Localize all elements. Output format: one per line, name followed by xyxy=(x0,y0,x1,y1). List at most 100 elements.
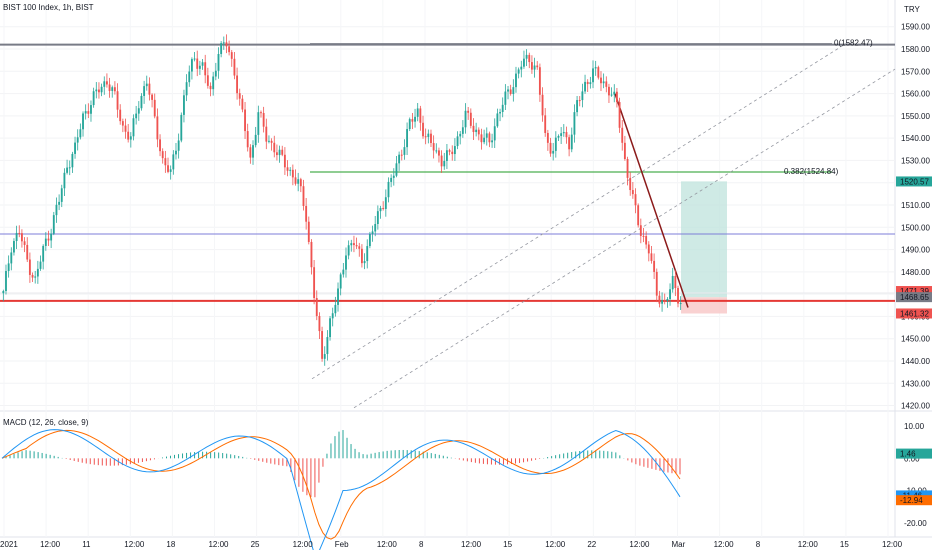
candle-up xyxy=(507,89,509,92)
candle-down xyxy=(241,98,244,110)
candle-down xyxy=(87,111,90,114)
candle-down xyxy=(98,89,100,93)
candle-down xyxy=(153,99,156,117)
candle-up xyxy=(257,112,260,135)
candle-up xyxy=(10,252,13,264)
candle-up xyxy=(169,169,172,172)
candle-up xyxy=(573,112,576,135)
candle-up xyxy=(342,269,345,275)
candle-down xyxy=(127,131,130,140)
candle-down xyxy=(121,121,124,126)
candle-up xyxy=(58,201,61,205)
candle-up xyxy=(190,59,193,72)
candle-up xyxy=(350,243,353,246)
candle-down xyxy=(472,125,475,133)
candle-down xyxy=(528,54,531,63)
candle-up xyxy=(453,146,456,155)
time-tick-label: 12:00 xyxy=(798,540,819,549)
candle-down xyxy=(658,295,661,304)
candle-up xyxy=(79,129,82,138)
candle-down xyxy=(275,152,278,156)
candle-down xyxy=(209,85,212,90)
price-badge-label: 1520.57 xyxy=(900,177,929,186)
candle-down xyxy=(113,87,116,92)
candle-down xyxy=(23,241,26,245)
candle-down xyxy=(623,142,626,159)
candle-up xyxy=(268,140,270,142)
candle-up xyxy=(175,150,177,155)
candle-up xyxy=(570,134,573,150)
target-zone xyxy=(681,181,727,298)
candle-up xyxy=(368,233,371,247)
price-tick-label: 1580.00 xyxy=(901,45,930,54)
candle-down xyxy=(281,149,284,155)
candle-up xyxy=(464,110,467,128)
candle-up xyxy=(103,81,106,87)
candle-up xyxy=(552,150,555,154)
candle-down xyxy=(294,177,297,184)
candle-down xyxy=(230,52,233,59)
candle-up xyxy=(55,204,58,216)
time-tick-label: 18 xyxy=(166,540,175,549)
candle-up xyxy=(557,135,560,138)
drawing-lines[interactable] xyxy=(0,41,896,409)
price-badge-label: 1471.39 xyxy=(900,287,929,296)
price-tick-label: 1500.00 xyxy=(901,223,930,232)
candle-up xyxy=(84,111,87,114)
chart-grid xyxy=(0,26,895,407)
candle-down xyxy=(530,62,533,70)
candle-down xyxy=(246,131,249,148)
candle-up xyxy=(403,147,406,155)
candle-down xyxy=(469,112,472,126)
price-badge xyxy=(896,292,932,303)
candle-down xyxy=(156,116,159,140)
price-tick-label: 1530.00 xyxy=(901,156,930,165)
time-tick-label: 12:00 xyxy=(461,540,482,549)
price-tick-label: 1570.00 xyxy=(901,67,930,76)
candle-up xyxy=(145,83,148,87)
price-badge xyxy=(896,176,932,187)
candle-up xyxy=(666,299,669,302)
price-badge-label: 1461.32 xyxy=(900,309,929,318)
candle-down xyxy=(419,108,422,123)
candle-up xyxy=(13,241,15,253)
candle-down xyxy=(206,75,209,86)
candle-up xyxy=(39,261,42,269)
candle-up xyxy=(525,54,528,59)
candle-up xyxy=(217,53,220,71)
candle-down xyxy=(655,271,658,296)
time-tick-label: 25 xyxy=(251,540,260,549)
candle-up xyxy=(42,245,45,262)
price-tick-label: 1420.00 xyxy=(901,402,930,411)
candle-up xyxy=(371,231,374,234)
candle-down xyxy=(549,142,552,154)
candle-up xyxy=(7,263,10,271)
candle-down xyxy=(116,91,119,110)
candle-down xyxy=(360,248,363,264)
time-tick-label: Mar xyxy=(672,540,686,549)
candle-up xyxy=(390,177,393,182)
downtrend-line xyxy=(614,93,689,308)
macd-badge xyxy=(896,448,932,459)
candle-down xyxy=(244,109,246,132)
candle-up xyxy=(52,215,55,234)
candle-down xyxy=(353,243,355,246)
candle-down xyxy=(204,62,207,76)
price-tick-label: 1490.00 xyxy=(901,246,930,255)
candle-up xyxy=(337,288,339,305)
time-tick-label: Feb xyxy=(335,540,349,549)
macd-title: MACD (12, 26, close, 9) xyxy=(3,418,89,427)
time-tick-label: 22 xyxy=(587,540,596,549)
candle-down xyxy=(597,67,600,78)
candle-down xyxy=(634,194,637,206)
candle-down xyxy=(355,245,358,247)
candle-up xyxy=(252,145,254,158)
candle-up xyxy=(523,58,525,67)
candle-up xyxy=(475,129,478,133)
macd-badge xyxy=(896,495,932,506)
candle-up xyxy=(499,111,501,114)
candle-down xyxy=(642,235,645,237)
candle-down xyxy=(31,274,34,278)
candle-down xyxy=(265,126,268,142)
